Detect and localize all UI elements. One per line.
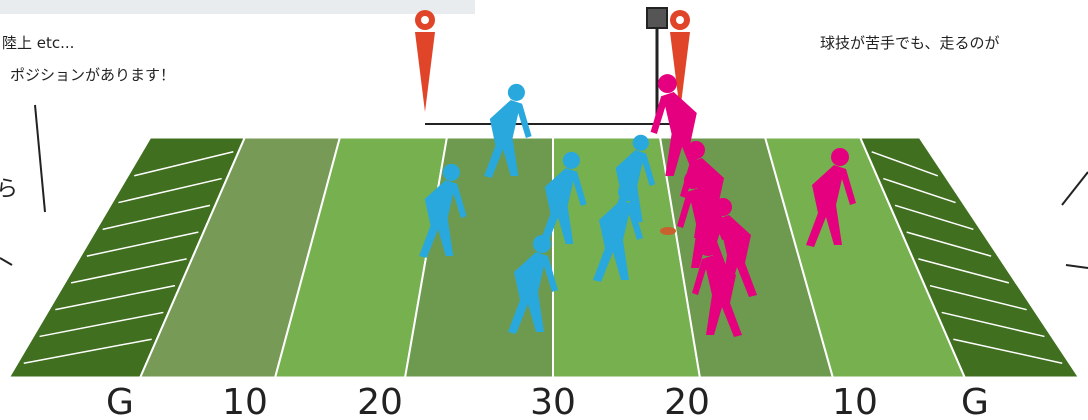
markers bbox=[415, 8, 690, 124]
player-head bbox=[618, 183, 636, 201]
player-head bbox=[831, 148, 849, 166]
player-head bbox=[533, 235, 551, 253]
yard-label: 10 bbox=[832, 382, 878, 420]
yard-labels: G 10 20 30 20 10 G bbox=[106, 382, 989, 420]
note-text: 球技が苦手でも、走るのが bbox=[820, 34, 1000, 52]
top-bar bbox=[0, 0, 475, 14]
illustration: 陸上 etc... ポジションがあります！ ら 球技が苦手でも、走るのが G 10… bbox=[0, 0, 1088, 420]
yard-label: G bbox=[106, 382, 134, 420]
ball bbox=[660, 227, 676, 235]
player-head bbox=[443, 164, 460, 181]
player-head bbox=[633, 135, 649, 151]
player-head bbox=[699, 238, 717, 256]
player-head bbox=[687, 141, 705, 159]
player-head bbox=[508, 84, 525, 101]
yard-label: 20 bbox=[664, 382, 710, 420]
player-head bbox=[714, 198, 732, 216]
yard-label: 10 bbox=[222, 382, 268, 420]
player-head bbox=[563, 152, 580, 169]
yard-label: G bbox=[961, 382, 989, 420]
yard-label: 30 bbox=[530, 382, 576, 420]
note-text: ら bbox=[0, 177, 18, 202]
note-text: 陸上 etc... bbox=[2, 34, 74, 52]
note-text: ポジションがあります！ bbox=[10, 66, 175, 84]
yard-label: 20 bbox=[357, 382, 403, 420]
player-head bbox=[684, 171, 702, 189]
player-head bbox=[658, 74, 677, 93]
